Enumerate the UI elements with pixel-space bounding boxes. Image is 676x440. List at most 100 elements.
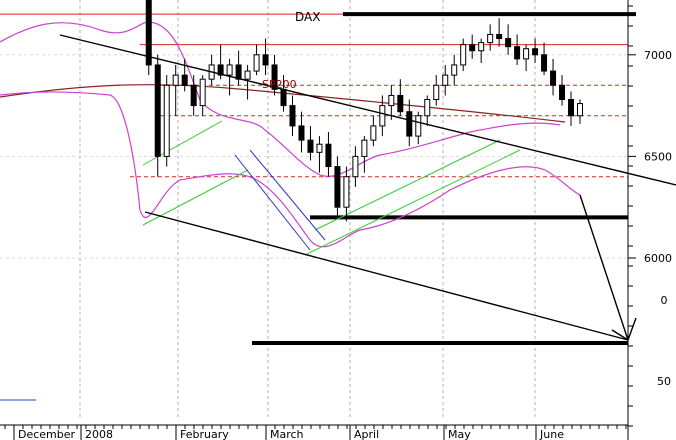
candle-body-37 <box>334 166 341 208</box>
candle-41 <box>370 115 377 147</box>
candle-body-49 <box>442 74 449 86</box>
candle-body-40 <box>361 139 368 157</box>
candle-body-53 <box>478 42 485 52</box>
candle-body-51 <box>460 44 467 66</box>
candle-body-30 <box>271 64 278 90</box>
candle-32 <box>289 95 296 137</box>
x-tick-label-5: May <box>448 428 471 440</box>
candle-49 <box>442 64 449 96</box>
candle-body-20 <box>181 74 188 86</box>
bollinger-upper <box>0 21 561 177</box>
candle-30 <box>271 54 278 96</box>
bollinger-lower <box>0 91 581 248</box>
candle-body-26 <box>235 64 242 80</box>
candle-body-29 <box>262 54 269 66</box>
candle-body-47 <box>424 99 431 117</box>
x-tick-label-0: December <box>18 428 76 440</box>
candle-29 <box>262 38 269 76</box>
candle-63 <box>568 91 575 126</box>
candle-50 <box>451 54 458 86</box>
candle-64 <box>577 99 583 124</box>
candle-48 <box>433 75 440 106</box>
sub-tick-label-50: 50 <box>657 375 671 388</box>
candle-body-28 <box>253 54 260 72</box>
candle-28 <box>253 44 260 76</box>
candle-53 <box>478 38 485 63</box>
candle-body-56 <box>505 38 512 48</box>
candle-body-54 <box>487 33 494 44</box>
blue-channel-lower <box>249 149 326 241</box>
candle-27 <box>244 64 251 100</box>
x-tick-label-6: June <box>539 428 564 440</box>
candle-42 <box>379 95 386 137</box>
downtrend-upper-line <box>59 34 676 186</box>
trend-lines <box>59 34 676 341</box>
candle-body-36 <box>325 143 332 168</box>
candle-body-38 <box>343 176 350 208</box>
candle-body-62 <box>559 84 566 101</box>
candle-body-34 <box>307 139 314 153</box>
x-tick-label-2: February <box>180 428 229 440</box>
candle-52 <box>469 34 476 59</box>
candle-body-60 <box>541 54 548 72</box>
candle-body-59 <box>532 48 539 56</box>
candle-body-50 <box>451 64 458 76</box>
grid <box>0 0 628 420</box>
candle-62 <box>559 75 566 106</box>
x-tick-label-1: 2008 <box>85 428 113 440</box>
candle-body-22 <box>199 78 206 107</box>
candle-39 <box>352 146 359 187</box>
candle-body-33 <box>298 125 305 141</box>
candle-59 <box>532 38 539 63</box>
candle-body-31 <box>280 88 287 107</box>
candle-54 <box>487 24 494 51</box>
downtrend-lower-line <box>144 211 629 341</box>
candle-20 <box>181 58 188 92</box>
x-tick-label-3: March <box>270 428 304 440</box>
candle-body-16 <box>145 0 152 66</box>
candle-body-46 <box>415 115 422 137</box>
blue-channel-upper <box>234 154 311 251</box>
candle-17 <box>154 54 161 177</box>
candle-body-48 <box>433 84 440 101</box>
candle-body-61 <box>550 70 557 86</box>
candle-body-17 <box>154 64 161 157</box>
candle-body-44 <box>397 94 404 113</box>
projection-arrow-right <box>627 317 637 341</box>
projection-arrow-left <box>611 329 629 341</box>
candle-body-63 <box>568 99 575 117</box>
chart-title: DAX <box>295 10 320 24</box>
candle-18 <box>163 75 170 167</box>
candle-61 <box>550 58 557 96</box>
ma200-label: SP200 <box>262 78 297 91</box>
candle-51 <box>460 38 467 72</box>
candle-body-58 <box>523 48 530 60</box>
candle-43 <box>388 85 395 120</box>
candle-body-45 <box>406 111 413 137</box>
candle-body-57 <box>514 46 521 60</box>
candle-57 <box>514 34 521 65</box>
candle-body-42 <box>379 105 386 127</box>
sub-tick-label-0: 0 <box>661 294 668 307</box>
candle-16 <box>145 0 152 76</box>
candle-body-39 <box>352 155 359 178</box>
candle-36 <box>325 132 332 177</box>
candle-21 <box>190 75 197 116</box>
y-tick-label-6000: 6000 <box>644 252 672 265</box>
candles <box>145 0 583 222</box>
y-tick-label-7000: 7000 <box>644 49 672 62</box>
candle-19 <box>172 64 179 116</box>
candle-body-21 <box>190 84 197 107</box>
candle-body-24 <box>217 64 224 76</box>
candle-body-55 <box>496 33 503 40</box>
candle-46 <box>415 111 422 145</box>
ma200-line <box>0 84 566 123</box>
candle-body-35 <box>316 143 323 153</box>
candle-55 <box>496 18 503 47</box>
candle-body-64 <box>577 103 583 117</box>
candle-body-18 <box>163 84 170 157</box>
candle-58 <box>523 44 530 72</box>
